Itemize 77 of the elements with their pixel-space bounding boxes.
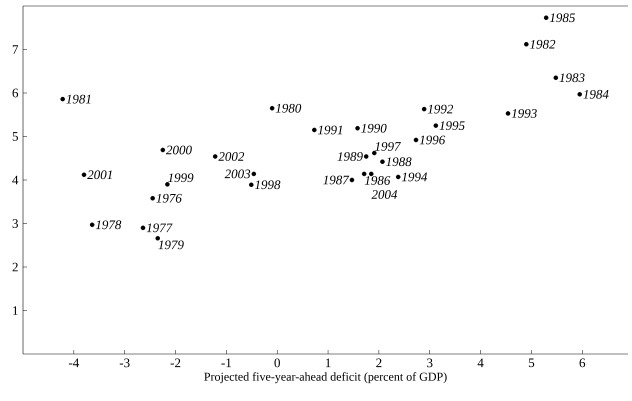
annotation: 2004 xyxy=(371,190,398,199)
annotation: 1999 xyxy=(168,173,194,182)
annotation: 1987 xyxy=(323,176,350,184)
annotation: 1997 xyxy=(374,142,401,151)
x-tick-label: 3 xyxy=(427,358,432,368)
point xyxy=(90,222,94,228)
y-tick-label: 6 xyxy=(12,88,18,98)
annotation: 1984 xyxy=(583,90,609,99)
annotation: 1978 xyxy=(96,220,122,230)
annotation: 1994 xyxy=(402,172,428,182)
point xyxy=(350,178,354,182)
point xyxy=(165,182,170,187)
point xyxy=(372,150,377,156)
y-tick-label: 3 xyxy=(12,219,18,228)
annotation: 1990 xyxy=(361,124,387,133)
annotation: 1991 xyxy=(318,126,342,134)
x-tick-label: 5 xyxy=(528,358,534,368)
x-tick-label: -2 xyxy=(170,358,180,368)
point xyxy=(554,75,558,80)
point xyxy=(524,42,529,47)
annotation: 1986 xyxy=(364,176,390,185)
annotation: 2001 xyxy=(87,170,112,180)
x-tick-label: 0 xyxy=(274,358,280,368)
annotation: 1976 xyxy=(156,194,182,203)
point xyxy=(422,106,426,112)
annotation: 1998 xyxy=(254,180,280,190)
annotation: 2003 xyxy=(224,170,250,178)
point xyxy=(380,159,385,164)
point xyxy=(155,236,160,241)
point xyxy=(506,111,510,116)
annotation: 1988 xyxy=(386,157,412,166)
point xyxy=(434,123,438,128)
annotation: 1980 xyxy=(276,104,302,113)
point xyxy=(355,126,360,131)
point xyxy=(82,172,86,178)
annotation: 1995 xyxy=(440,121,465,130)
x-tick-label: 1 xyxy=(326,358,331,368)
annotation: 1979 xyxy=(158,240,184,250)
point xyxy=(60,96,65,102)
point xyxy=(362,172,366,176)
point xyxy=(252,172,256,176)
point xyxy=(544,15,548,20)
point xyxy=(414,138,418,142)
point xyxy=(368,172,374,176)
x-tick-label: -3 xyxy=(120,358,130,368)
point xyxy=(150,196,155,201)
annotation: 1993 xyxy=(512,109,537,118)
x-tick-label: 4 xyxy=(478,358,484,368)
annotation: 2002 xyxy=(218,152,244,161)
point xyxy=(396,174,401,180)
y-tick-label: 4 xyxy=(12,176,18,184)
x-tick-label: -4 xyxy=(68,358,80,368)
point xyxy=(577,92,582,97)
point xyxy=(270,106,274,111)
y-tick-label: 1 xyxy=(13,306,18,315)
annotation: 1985 xyxy=(550,13,575,22)
y-tick-label: 5 xyxy=(12,132,18,141)
x-tick-label: 6 xyxy=(580,358,586,368)
point xyxy=(364,154,368,159)
x-axis-title: Projected five-year-ahead deficit (percent of GDP) xyxy=(204,372,447,384)
annotation: 2000 xyxy=(166,146,192,154)
point xyxy=(212,154,218,159)
point xyxy=(140,226,146,230)
annotation: 1981 xyxy=(66,94,90,104)
annotation: 1983 xyxy=(559,73,585,82)
point xyxy=(160,148,166,152)
x-tick-label: -1 xyxy=(221,358,232,368)
point xyxy=(312,128,317,132)
annotation: 1992 xyxy=(428,104,454,114)
y-tick-label: 2 xyxy=(12,262,18,272)
annotation: 1989 xyxy=(337,152,363,161)
annotation: 1982 xyxy=(530,40,556,49)
point xyxy=(248,182,254,188)
y-tick-label: 7 xyxy=(12,45,18,54)
x-tick-label: 2 xyxy=(376,358,382,368)
annotation: 1977 xyxy=(146,223,173,232)
annotation: 1996 xyxy=(420,136,446,144)
